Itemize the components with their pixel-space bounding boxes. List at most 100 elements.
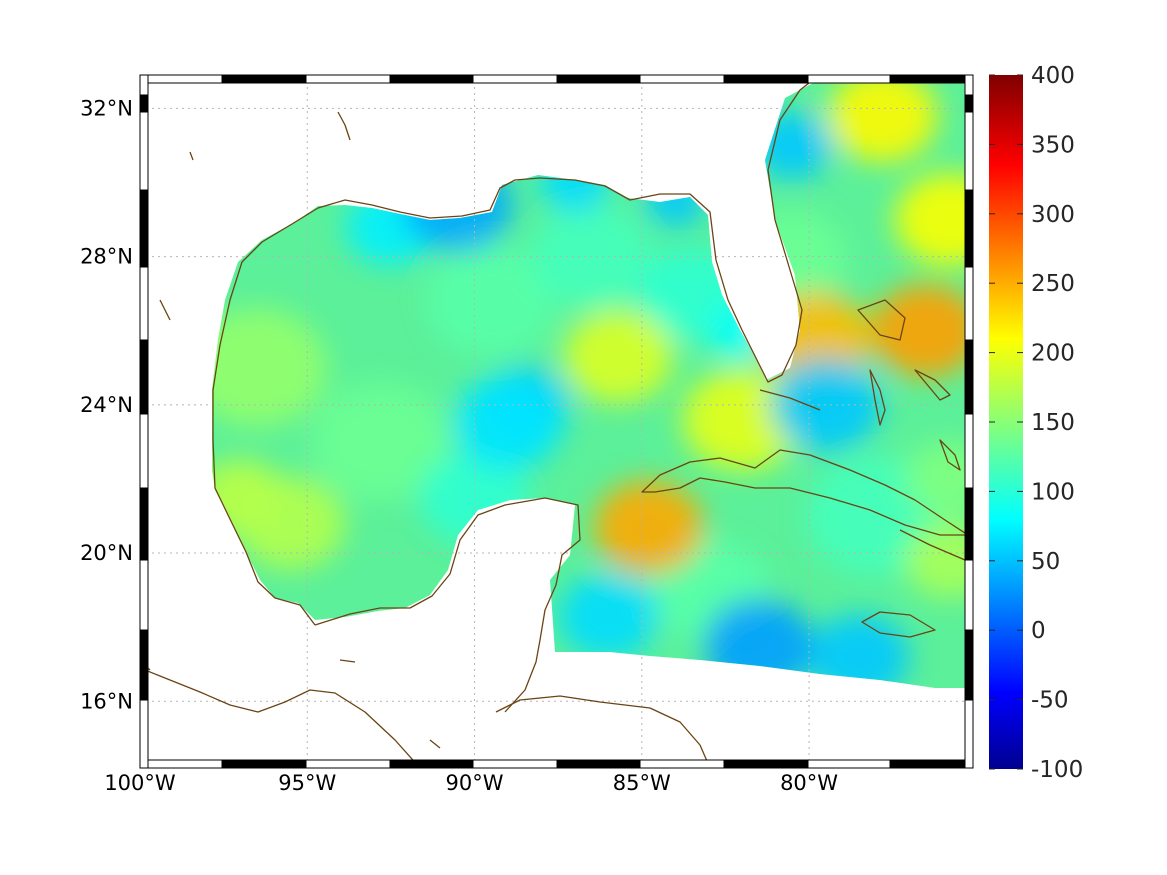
frame-segment xyxy=(889,759,974,769)
frame-segment xyxy=(139,629,149,701)
frame-segment xyxy=(139,413,149,489)
data-field xyxy=(212,83,965,688)
value-patch xyxy=(827,83,938,163)
value-patch xyxy=(235,476,346,571)
frame-segment xyxy=(472,759,558,769)
value-patch xyxy=(212,308,328,428)
value-patch xyxy=(558,573,659,659)
colorbar-tick-label: 150 xyxy=(1031,410,1075,436)
coastline-segment xyxy=(339,659,356,663)
frame-segment xyxy=(139,487,149,561)
y-tick-label: 16°N xyxy=(80,689,133,713)
inner-frame xyxy=(147,82,966,761)
colorbar-tick-label: 200 xyxy=(1031,341,1075,367)
y-tick-label: 24°N xyxy=(80,393,133,417)
frame-segment xyxy=(639,759,725,769)
value-patch xyxy=(871,283,965,378)
frame-segment xyxy=(139,111,149,191)
colorbar-tick-label: 0 xyxy=(1031,618,1046,644)
colorbar-tick-label: 350 xyxy=(1031,132,1075,158)
value-patch xyxy=(539,152,610,213)
value-patch xyxy=(682,368,803,471)
frame-segment xyxy=(639,74,725,84)
y-tick-label: 28°N xyxy=(80,245,133,269)
value-patch xyxy=(904,440,965,518)
value-patch xyxy=(645,175,706,227)
frame-segment xyxy=(964,74,974,96)
value-patch xyxy=(904,522,965,599)
value-patch xyxy=(563,309,674,404)
value-patch xyxy=(894,172,965,267)
frame-segment xyxy=(139,189,149,268)
frame-segment xyxy=(139,74,223,84)
frame-segment xyxy=(964,699,974,769)
map-frame xyxy=(139,74,974,769)
frame-segment xyxy=(221,759,307,769)
frame-segment xyxy=(964,94,974,113)
frame-segment xyxy=(723,759,809,769)
value-patch xyxy=(426,245,557,357)
frame-segment xyxy=(139,339,149,415)
frame-segment xyxy=(139,559,149,631)
coastline-segment xyxy=(148,670,414,760)
x-tick-label: 80°W xyxy=(780,771,838,795)
coastline-segment xyxy=(429,739,441,749)
colorbar: 400 350 300 250 200 150 100 50 0 -50 -100 xyxy=(989,63,1083,783)
x-tick-label: 90°W xyxy=(446,771,504,795)
x-tick-label: 95°W xyxy=(278,771,336,795)
x-tick-labels: 100°W 95°W 90°W 85°W 80°W xyxy=(104,771,838,795)
frame-segment xyxy=(305,74,391,84)
y-tick-label: 20°N xyxy=(80,541,133,565)
colorbar-tick-label: 250 xyxy=(1031,271,1075,297)
coastline-segment xyxy=(899,529,965,561)
coastline-segment xyxy=(914,369,951,401)
coastline-segment xyxy=(857,299,906,341)
coastline-segment xyxy=(189,151,194,161)
frame-segment xyxy=(723,74,809,84)
frame-segment xyxy=(139,94,149,113)
frame-segment xyxy=(139,759,223,769)
frame-segment xyxy=(964,487,974,561)
x-tick-label: 100°W xyxy=(104,771,176,795)
colorbar-tick-label: 50 xyxy=(1031,549,1060,575)
frame-segment xyxy=(139,699,149,769)
value-patch xyxy=(809,614,910,688)
value-patch xyxy=(310,382,451,502)
colorbar-tick-label: -50 xyxy=(1031,688,1069,714)
frame-segment xyxy=(889,74,974,84)
frame-segment xyxy=(556,74,641,84)
frame-segment xyxy=(556,759,641,769)
frame-segment xyxy=(305,759,391,769)
x-tick-label: 85°W xyxy=(613,771,671,795)
frame-segment xyxy=(389,759,474,769)
colorbar-tick-label: 100 xyxy=(1031,479,1075,505)
frame-segment xyxy=(807,74,891,84)
value-patch xyxy=(593,480,704,574)
frame-segment xyxy=(964,111,974,191)
frame-segment xyxy=(807,759,891,769)
coastline xyxy=(148,83,965,760)
colorbar-tick-label: -100 xyxy=(1031,757,1083,783)
frame-segment xyxy=(389,74,474,84)
value-patch xyxy=(452,376,563,471)
frame-segment xyxy=(139,74,149,96)
coastline-segment xyxy=(869,369,886,426)
coastline-segment xyxy=(212,83,811,626)
frame-segment xyxy=(964,413,974,489)
coastline-segment xyxy=(314,497,581,713)
colorbar-tick-labels: 400 350 300 250 200 150 100 50 0 -50 -100 xyxy=(989,63,1083,783)
frame-segment xyxy=(472,74,558,84)
frame-segment xyxy=(964,266,974,341)
value-patch xyxy=(703,598,814,688)
coastline-segment xyxy=(495,695,708,760)
coastline-segment xyxy=(337,111,351,141)
frame-segment xyxy=(964,189,974,268)
y-tick-labels: 32°N 28°N 24°N 20°N 16°N xyxy=(80,96,133,713)
colorbar-tick-label: 300 xyxy=(1031,202,1075,228)
graticule-grid xyxy=(139,75,973,768)
coastline-segment xyxy=(939,439,961,471)
y-tick-label: 32°N xyxy=(80,96,133,120)
coastline-segment xyxy=(861,611,936,638)
coastline-segment xyxy=(759,389,821,411)
